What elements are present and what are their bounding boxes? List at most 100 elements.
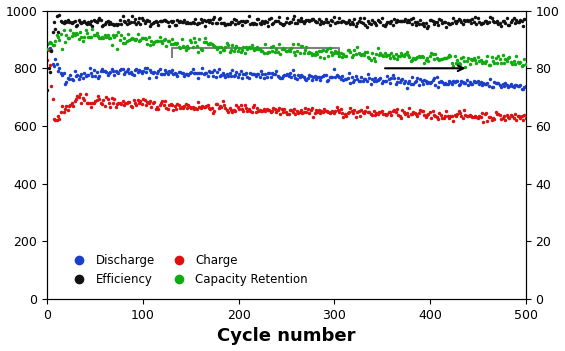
Point (509, 15, 518, 21)
Point (487, 15, 496, 21)
Point (383, 73, 392, 79)
Point (425, 53, 434, 59)
Point (359, 15, 368, 21)
Point (276, 75, 285, 81)
Point (323, 46, 332, 52)
Point (244, 75, 253, 80)
Point (48, 61, 57, 67)
Point (393, 79, 402, 84)
Point (122, 68, 131, 74)
Point (305, 18, 314, 24)
Point (118, 13, 127, 19)
Point (345, 17, 354, 22)
Point (250, 71, 259, 77)
Point (450, 79, 459, 85)
Point (262, 50, 271, 56)
Point (377, 80, 386, 85)
Point (79, 38, 88, 44)
Point (303, 50, 312, 55)
Point (262, 19, 271, 25)
Point (488, 59, 497, 64)
Point (47, 47, 56, 53)
Point (48, 96, 57, 101)
Point (106, 69, 115, 75)
Point (244, 14, 253, 19)
Point (515, 113, 524, 119)
Point (417, 108, 426, 114)
Point (129, 20, 138, 25)
Point (407, 57, 416, 63)
Point (249, 46, 258, 51)
Point (395, 114, 404, 119)
Point (509, 84, 518, 90)
Point (394, 75, 403, 80)
Point (521, 16, 531, 22)
Point (498, 115, 507, 121)
Point (185, 20, 194, 26)
Point (186, 69, 195, 75)
Point (247, 71, 256, 77)
Point (447, 81, 457, 87)
Point (45, 40, 54, 45)
Point (445, 78, 454, 83)
Point (439, 19, 448, 25)
Point (67, 20, 76, 26)
Point (438, 115, 447, 121)
Point (294, 73, 303, 78)
Point (198, 19, 207, 25)
Point (240, 71, 249, 77)
Point (89, 32, 98, 38)
Point (77, 72, 86, 77)
Point (114, 29, 123, 34)
Point (225, 49, 234, 55)
Point (47, 40, 56, 45)
Point (110, 34, 119, 40)
Point (432, 114, 441, 120)
Point (488, 115, 497, 121)
Point (275, 41, 284, 47)
Point (276, 20, 285, 25)
Point (277, 75, 286, 80)
Point (117, 66, 126, 72)
Point (339, 18, 348, 24)
Point (258, 71, 267, 77)
Point (395, 79, 404, 85)
Point (385, 20, 394, 26)
Point (327, 18, 336, 23)
Point (162, 18, 171, 24)
Point (346, 49, 355, 55)
Point (462, 58, 471, 64)
Point (263, 49, 272, 54)
Point (99, 22, 108, 28)
Point (233, 48, 242, 54)
Point (186, 105, 195, 111)
Point (457, 79, 466, 84)
Point (364, 54, 373, 60)
Point (50, 19, 59, 25)
Point (381, 53, 390, 59)
Point (125, 70, 134, 75)
Point (176, 105, 185, 111)
Point (455, 110, 464, 115)
Point (493, 80, 502, 86)
Point (301, 47, 310, 53)
Point (136, 21, 145, 26)
Point (100, 69, 109, 74)
Point (440, 19, 449, 25)
Point (383, 52, 392, 58)
Point (383, 111, 392, 117)
Point (331, 74, 340, 79)
Point (45, 62, 54, 67)
Point (413, 75, 422, 81)
Point (254, 46, 263, 52)
Point (247, 110, 256, 115)
Point (431, 19, 440, 25)
Point (159, 17, 168, 22)
Point (241, 18, 250, 24)
Point (433, 84, 442, 90)
Point (124, 67, 133, 72)
Point (399, 18, 408, 24)
Point (457, 113, 466, 119)
Point (215, 16, 224, 21)
Point (227, 47, 236, 53)
